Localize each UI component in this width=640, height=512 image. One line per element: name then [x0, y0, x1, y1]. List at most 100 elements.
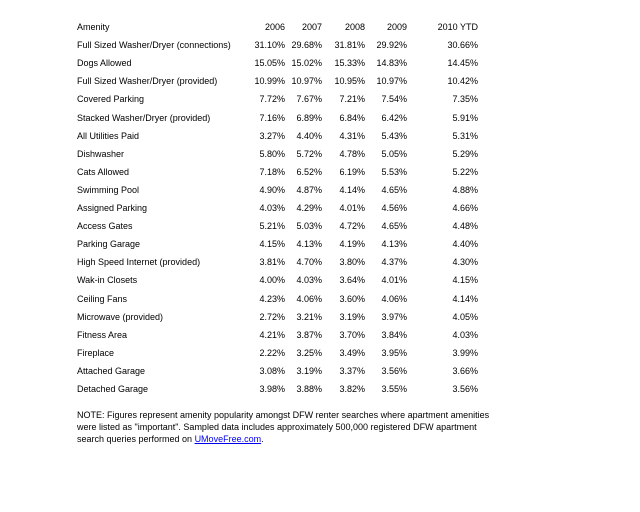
percentage-cell: 3.25% — [296, 347, 322, 358]
percentage-cell: 5.22% — [452, 166, 478, 177]
percentage-cell: 4.03% — [259, 203, 285, 213]
percentage-cell: 4.03% — [452, 329, 478, 340]
percentage-cell: 4.88% — [452, 184, 478, 195]
percentage-cell: 4.31% — [339, 130, 365, 141]
percentage-cell: 4.56% — [381, 203, 407, 213]
percentage-cell: 5.53% — [381, 166, 407, 177]
percentage-cell: 3.55% — [381, 384, 407, 394]
percentage-cell: 3.37% — [339, 365, 365, 376]
percentage-cell: 15.33% — [334, 58, 365, 69]
percentage-cell: 7.72% — [259, 94, 285, 105]
amenity-name: Wak-in Closets — [77, 275, 138, 286]
percentage-cell: 3.60% — [339, 293, 365, 304]
percentage-cell: 4.65% — [381, 184, 407, 195]
percentage-cell: 4.29% — [296, 203, 322, 213]
table-row: Ceiling Fans 4.23% 4.06% 3.60% 4.06% 4.14% — [0, 292, 640, 306]
amenity-name: Cats Allowed — [77, 166, 130, 177]
amenity-name: Full Sized Washer/Dryer (provided) — [77, 76, 218, 87]
percentage-cell: 3.99% — [452, 347, 478, 358]
percentage-cell: 10.97% — [291, 76, 322, 87]
percentage-cell: 5.91% — [452, 112, 478, 123]
percentage-cell: 4.00% — [259, 275, 285, 286]
percentage-cell: 4.21% — [259, 329, 285, 340]
amenity-name: Fitness Area — [77, 329, 128, 340]
table-header-row: Amenity 2006 2007 2008 2009 2010 YTD — [0, 20, 640, 34]
table-row: High Speed Internet (provided) 3.81% 4.70%… — [0, 255, 640, 269]
amenity-name: Detached Garage — [77, 384, 149, 394]
percentage-cell: 4.01% — [381, 275, 407, 286]
table-row: All Utilities Paid 3.27% 4.40% 4.31% 5.43% 5.… — [0, 129, 640, 143]
percentage-cell: 4.05% — [452, 311, 478, 322]
umovefree-link[interactable]: UMoveFree.com — [194, 434, 262, 444]
percentage-cell: 4.14% — [339, 184, 365, 195]
percentage-cell: 4.78% — [339, 148, 365, 159]
amenity-name: Microwave (provided) — [77, 311, 164, 322]
amenity-name: Access Gates — [77, 221, 133, 232]
percentage-cell: 15.05% — [254, 58, 285, 69]
amenity-name: Assigned Parking — [77, 203, 148, 213]
percentage-cell: 4.06% — [381, 293, 407, 304]
percentage-cell: 10.42% — [447, 76, 478, 87]
percentage-cell: 3.08% — [259, 365, 285, 376]
table-row: Parking Garage 4.15% 4.13% 4.19% 4.13% 4.40% — [0, 237, 640, 251]
percentage-cell: 3.95% — [381, 347, 407, 358]
table-row: Wak-in Closets 4.00% 4.03% 3.64% 4.01% 4.15% — [0, 273, 640, 287]
percentage-cell: 5.80% — [259, 148, 285, 159]
percentage-cell: 3.70% — [339, 329, 365, 340]
header-year: 2009 — [386, 22, 407, 32]
percentage-cell: 3.98% — [259, 384, 285, 394]
percentage-cell: 14.83% — [376, 58, 407, 69]
table-row: Stacked Washer/Dryer (provided) 7.16% 6.89… — [0, 111, 640, 125]
header-year: 2006 — [264, 22, 285, 32]
note-end: . — [261, 434, 264, 444]
percentage-cell: 2.72% — [259, 311, 285, 322]
amenity-name: Parking Garage — [77, 239, 141, 250]
table-row: Dishwasher 5.80% 5.72% 4.78% 5.05% 5.29% — [0, 147, 640, 161]
percentage-cell: 7.35% — [452, 94, 478, 105]
percentage-cell: 3.80% — [339, 257, 365, 268]
percentage-cell: 3.21% — [296, 311, 322, 322]
table-row: Attached Garage 3.08% 3.19% 3.37% 3.56% 3.66% — [0, 364, 640, 378]
percentage-cell: 4.48% — [452, 221, 478, 232]
table-row: Swimming Pool 4.90% 4.87% 4.14% 4.65% 4.88% — [0, 183, 640, 197]
table-row: Fireplace 2.22% 3.25% 3.49% 3.95% 3.99% — [0, 346, 640, 360]
table-row: Full Sized Washer/Dryer (connections) 31.… — [0, 38, 640, 52]
percentage-cell: 3.27% — [259, 130, 285, 141]
percentage-cell: 10.99% — [254, 76, 285, 87]
percentage-cell: 31.10% — [254, 40, 285, 51]
note-body: NOTE: Figures represent amenity populari… — [77, 410, 490, 444]
amenity-name: Attached Garage — [77, 365, 146, 376]
percentage-cell: 3.81% — [259, 257, 285, 268]
amenity-name: Ceiling Fans — [77, 293, 128, 304]
percentage-cell: 3.49% — [339, 347, 365, 358]
percentage-cell: 3.56% — [452, 384, 478, 394]
percentage-cell: 5.05% — [381, 148, 407, 159]
percentage-cell: 3.19% — [296, 365, 322, 376]
percentage-cell: 3.19% — [339, 311, 365, 322]
percentage-cell: 7.21% — [339, 94, 365, 105]
percentage-cell: 6.84% — [339, 112, 365, 123]
percentage-cell: 4.90% — [259, 184, 285, 195]
percentage-cell: 4.15% — [259, 239, 285, 250]
amenity-name: Full Sized Washer/Dryer (connections) — [77, 40, 231, 51]
percentage-cell: 5.03% — [296, 221, 322, 232]
amenity-name: Covered Parking — [77, 94, 145, 105]
percentage-cell: 4.19% — [339, 239, 365, 250]
header-amenity: Amenity — [77, 22, 110, 32]
percentage-cell: 7.16% — [259, 112, 285, 123]
amenity-name: High Speed Internet (provided) — [77, 257, 201, 268]
percentage-cell: 7.67% — [296, 94, 322, 105]
table-row: Full Sized Washer/Dryer (provided) 10.99%… — [0, 74, 640, 88]
percentage-cell: 3.82% — [339, 384, 365, 394]
percentage-cell: 3.87% — [296, 329, 322, 340]
header-year: 2008 — [344, 22, 365, 32]
percentage-cell: 3.64% — [339, 275, 365, 286]
percentage-cell: 6.52% — [296, 166, 322, 177]
amenity-name: Dogs Allowed — [77, 58, 132, 69]
header-year: 2007 — [301, 22, 322, 32]
percentage-cell: 4.23% — [259, 293, 285, 304]
percentage-cell: 4.01% — [339, 203, 365, 213]
percentage-cell: 31.81% — [334, 40, 365, 51]
percentage-cell: 29.68% — [291, 40, 322, 51]
table-row: Access Gates 5.21% 5.03% 4.72% 4.65% 4.48% — [0, 219, 640, 233]
